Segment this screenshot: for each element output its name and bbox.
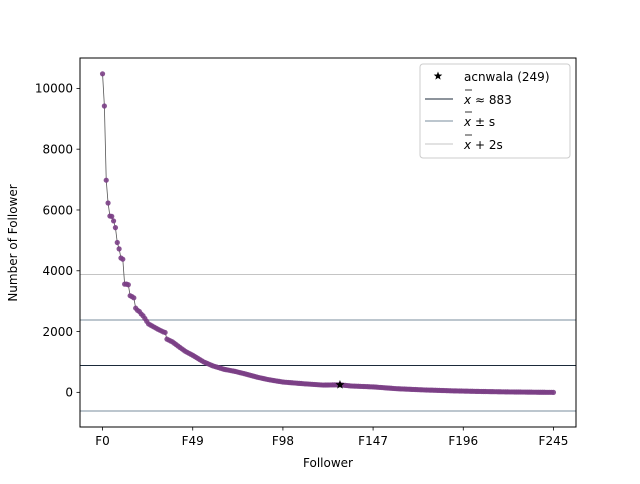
data-point xyxy=(110,218,117,224)
legend-label-mean: ≈ 883 xyxy=(475,93,512,107)
legend-x-symbol: x xyxy=(463,93,472,107)
data-point xyxy=(125,282,131,288)
legend-x-symbol: x xyxy=(463,115,472,129)
legend-label-mean-plus-minus-s: ± s xyxy=(475,115,495,129)
y-tick-label: 2000 xyxy=(42,325,73,339)
plot-frame xyxy=(79,57,577,428)
y-tick-label: 4000 xyxy=(42,264,73,278)
x-tick-label: F98 xyxy=(272,434,294,448)
data-point xyxy=(162,329,168,336)
highlight-star-marker xyxy=(335,379,345,389)
reference-lines xyxy=(80,274,576,412)
y-tick-label: 0 xyxy=(65,386,73,400)
x-tick-label: F196 xyxy=(448,434,478,448)
legend-label-acnwala: acnwala (249) xyxy=(464,70,550,84)
legend-star-icon xyxy=(433,71,443,80)
x-tick-label: F147 xyxy=(358,434,388,448)
data-point xyxy=(103,177,109,183)
data-point xyxy=(550,389,557,395)
axes: F0 F49 F98 F147 F196 F245 0 2000 4000 6000 8000 100… xyxy=(35,57,577,448)
data-point xyxy=(99,71,106,77)
y-tick-label: 6000 xyxy=(42,203,73,217)
data-point xyxy=(114,239,120,246)
data-point xyxy=(109,213,115,219)
data-point xyxy=(101,103,107,109)
legend-label-mean-plus-2s: + 2s xyxy=(475,138,503,152)
data-point xyxy=(116,246,122,252)
data-point xyxy=(120,256,126,262)
x-tick-label: F49 xyxy=(182,434,204,448)
legend-box xyxy=(419,63,571,159)
data-point xyxy=(112,225,119,231)
x-tick-label: F0 xyxy=(95,434,110,448)
x-axis-label: Follower xyxy=(303,456,353,470)
data-series xyxy=(99,71,557,395)
data-point xyxy=(105,200,111,206)
y-tick-label: 10000 xyxy=(35,82,73,96)
data-point xyxy=(131,295,137,301)
x-tick-label: F245 xyxy=(539,434,569,448)
legend-x-symbol: x xyxy=(463,138,472,152)
y-axis-label: Number of Follower xyxy=(6,184,20,301)
y-tick-label: 8000 xyxy=(42,142,73,156)
